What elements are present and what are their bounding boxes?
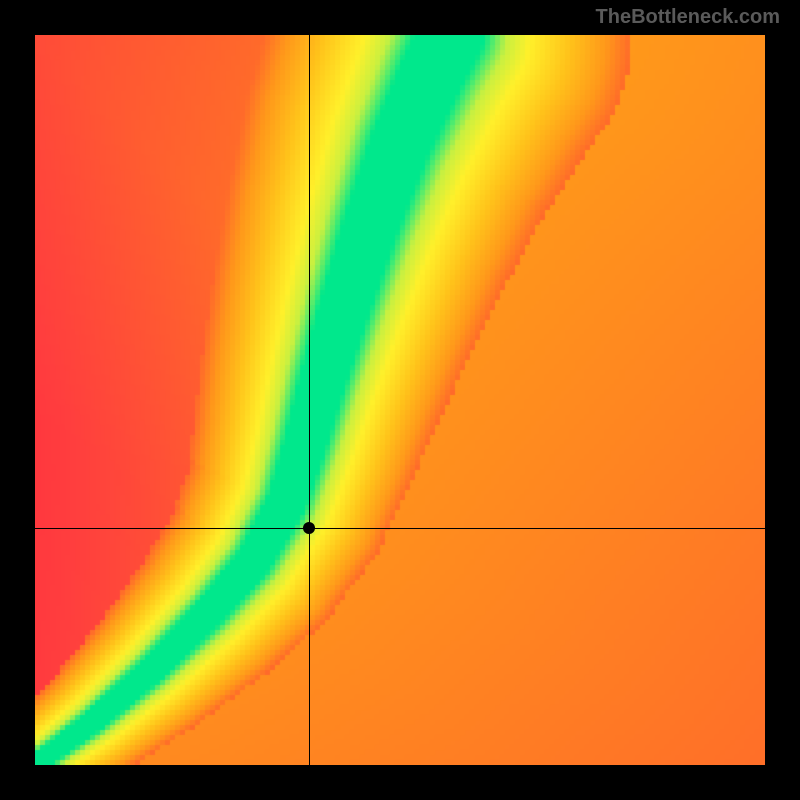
- crosshair-marker: [303, 522, 315, 534]
- watermark-text: TheBottleneck.com: [596, 6, 780, 29]
- crosshair-horizontal: [35, 528, 765, 529]
- crosshair-vertical: [309, 35, 310, 765]
- heatmap-canvas: [35, 35, 765, 765]
- plot-area: [35, 35, 765, 765]
